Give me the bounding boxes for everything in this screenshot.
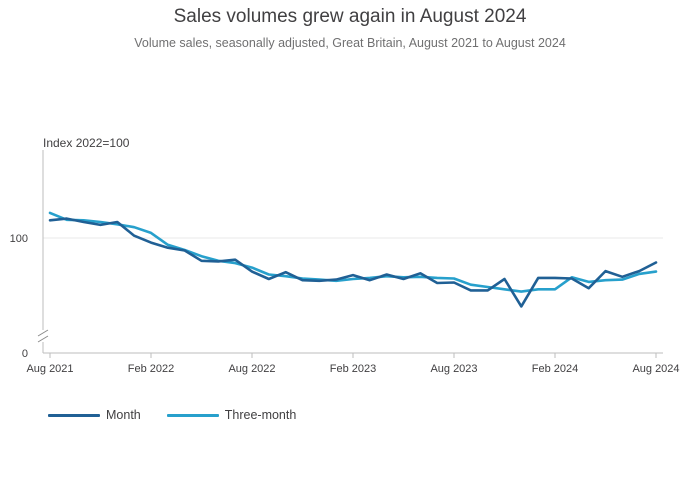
legend: Month Three-month bbox=[48, 408, 322, 422]
legend-label-month: Month bbox=[106, 408, 141, 422]
legend-label-three-month: Three-month bbox=[224, 408, 297, 422]
x-tick-label: Aug 2023 bbox=[430, 363, 477, 375]
legend-item-month[interactable]: Month bbox=[48, 408, 141, 422]
axis-layer: 0 100 Aug 2021 Feb 2022 Aug 2022 Feb 2023 Aug … bbox=[10, 150, 680, 375]
x-tick-label: Feb 2022 bbox=[128, 363, 174, 375]
x-tick-label: Aug 2021 bbox=[26, 363, 73, 375]
legend-swatch-month bbox=[48, 413, 100, 417]
y-axis-label: Index 2022=100 bbox=[43, 136, 130, 150]
series-month bbox=[48, 217, 658, 308]
x-tick-label: Aug 2022 bbox=[228, 363, 275, 375]
y-tick-label: 0 bbox=[22, 348, 28, 360]
series-three-month bbox=[48, 211, 658, 293]
chart-subtitle: Volume sales, seasonally adjusted, Great… bbox=[134, 36, 566, 50]
legend-swatch-three-month bbox=[166, 413, 219, 417]
y-tick-label: 100 bbox=[10, 233, 28, 245]
x-tick-label: Feb 2024 bbox=[532, 363, 578, 375]
series-layer bbox=[48, 211, 658, 308]
chart-title: Sales volumes grew again in August 2024 bbox=[173, 6, 527, 27]
legend-item-three-month[interactable]: Three-month bbox=[166, 408, 297, 422]
x-tick-label: Aug 2024 bbox=[632, 363, 679, 375]
x-tick-label: Feb 2023 bbox=[330, 363, 376, 375]
axis-break-marker bbox=[37, 329, 49, 343]
